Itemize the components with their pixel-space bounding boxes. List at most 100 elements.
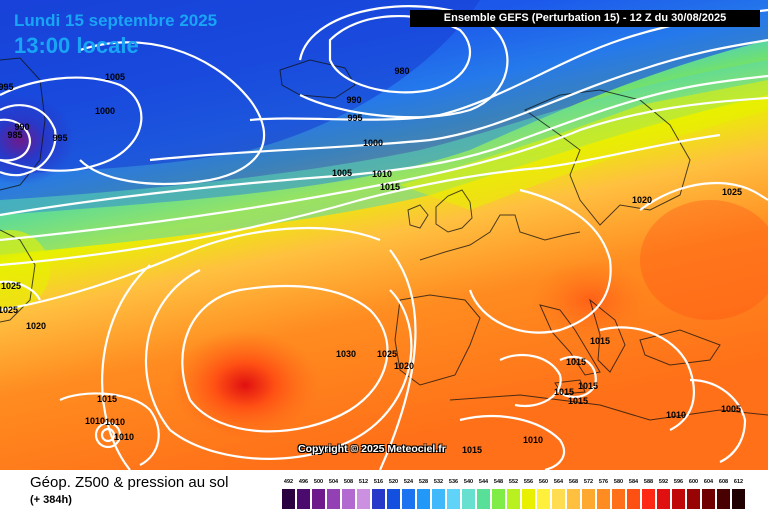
- coast-italy: [539, 304, 601, 376]
- scale-swatch: [732, 489, 745, 509]
- isobar-label: 985: [7, 130, 22, 140]
- isobar-label: 995: [347, 113, 362, 123]
- warm-core-east: [640, 200, 768, 320]
- isobar-1015-med: [499, 353, 562, 408]
- scale-swatch: [702, 489, 715, 509]
- scale-tick-label: 524: [403, 479, 414, 485]
- isobar-label: 1015: [568, 396, 588, 406]
- scale-tick-label: 584: [628, 479, 639, 485]
- scale-swatch: [627, 489, 640, 509]
- chart-caption: Géop. Z500 & pression au sol: [30, 474, 229, 491]
- coast-britain: [435, 189, 473, 233]
- isobar-label: 1010: [114, 432, 134, 442]
- scale-tick-label: 564: [553, 479, 564, 485]
- coast-sicily: [554, 379, 586, 395]
- scale-swatch: [357, 489, 370, 509]
- valid-time: 13:00 locale: [14, 33, 139, 58]
- scale-swatch: [372, 489, 385, 509]
- isobar-label: 1005: [721, 404, 741, 414]
- isobar-label: 1020: [632, 195, 652, 205]
- isobar-label: 1025: [722, 187, 742, 197]
- model-run-banner: Ensemble GEFS (Perturbation 15) - 12 Z d…: [410, 10, 760, 27]
- scale-swatch: [687, 489, 700, 509]
- scale-tick-label: 500: [313, 479, 324, 485]
- isobar-1010-east: [599, 326, 695, 431]
- isobar-label: 1020: [26, 321, 46, 331]
- scale-tick-label: 572: [583, 479, 594, 485]
- isobar-990-west: [0, 118, 32, 162]
- scale-swatch: [552, 489, 565, 509]
- scale-tick-label: 520: [388, 479, 399, 485]
- isobar-1020-west: [0, 226, 381, 312]
- isobar-label: 1015: [554, 387, 574, 397]
- ridge-west: [0, 230, 50, 310]
- scale-swatch: [492, 489, 505, 509]
- scale-tick-label: 540: [463, 479, 474, 485]
- isobar-label: 1020: [394, 361, 414, 371]
- coast-turkey: [639, 329, 721, 366]
- isobar-label: 1015: [566, 357, 586, 367]
- isobar-label: 1025: [1, 281, 21, 291]
- scale-tick-label: 536: [448, 479, 459, 485]
- isobar-1015-small-low: [59, 392, 160, 466]
- scale-swatch: [402, 489, 415, 509]
- scale-swatch: [342, 489, 355, 509]
- isobar-label: 1030: [336, 349, 356, 359]
- isobar-label: 1010: [105, 417, 125, 427]
- isobar-1005-east: [689, 378, 747, 463]
- isobar-label: 990: [346, 95, 361, 105]
- isobar-label: 1010: [666, 410, 686, 420]
- isobar-label: 1000: [95, 106, 115, 116]
- isobar-980: [328, 14, 472, 94]
- scale-swatch: [477, 489, 490, 509]
- isobar-1010: [0, 96, 768, 242]
- scale-swatch: [522, 489, 535, 509]
- forecast-range: (+ 384h): [30, 494, 72, 506]
- isobar-1005: [0, 74, 768, 217]
- scale-tick-label: 576: [598, 479, 609, 485]
- scale-tick-label: 600: [688, 479, 699, 485]
- scale-tick-label: 532: [433, 479, 444, 485]
- scale-tick-label: 496: [298, 479, 309, 485]
- scale-swatch: [462, 489, 475, 509]
- isobar-1010-small-low: [94, 421, 122, 449]
- isobar-1015-ionian: [557, 355, 597, 398]
- scale-tick-label: 556: [523, 479, 534, 485]
- scale-swatch: [447, 489, 460, 509]
- scale-tick-label: 512: [358, 479, 369, 485]
- scale-swatch: [282, 489, 295, 509]
- scale-tick-label: 548: [493, 479, 504, 485]
- yellow-band: [400, 80, 768, 210]
- scale-swatch: [642, 489, 655, 509]
- isobar-label: 1015: [578, 381, 598, 391]
- isobar-1005-small-low: [100, 427, 116, 443]
- isobar-1020-atlantic: [101, 249, 417, 470]
- scale-tick-label: 528: [418, 479, 429, 485]
- transition-band: [0, 60, 768, 255]
- scale-swatch: [297, 489, 310, 509]
- isobar-1030: [181, 284, 389, 433]
- scale-swatch: [417, 489, 430, 509]
- scale-tick-label: 612: [733, 479, 744, 485]
- scale-tick-label: 516: [373, 479, 384, 485]
- low-pressure-west: [0, 95, 75, 185]
- coast-balkans: [589, 298, 626, 373]
- copyright-notice: Copyright © 2025 Meteociel.fr: [298, 443, 446, 455]
- isobar-1000-west: [79, 41, 266, 186]
- coast-iberia: [394, 294, 481, 386]
- isobar-1025-atlantic: [144, 269, 413, 460]
- coast-greenland: [0, 57, 46, 191]
- isobar-label: 1015: [590, 336, 610, 346]
- color-scale: 492 496 500 504 508 512 516 520 524 528 532 536 540 5…: [282, 479, 750, 509]
- scale-swatch: [612, 489, 625, 509]
- scale-swatch: [567, 489, 580, 509]
- coast-north-africa: [449, 394, 768, 421]
- isobar-label: 1015: [462, 445, 482, 455]
- geopotential-map: 995 990 985 995 1005 1000 980 990 995 10…: [0, 0, 768, 470]
- coast-iceland: [279, 59, 356, 99]
- scale-tick-label: 560: [538, 479, 549, 485]
- isobar-label: 1025: [377, 349, 397, 359]
- scale-tick-label: 604: [703, 479, 714, 485]
- scale-tick-label: 508: [343, 479, 354, 485]
